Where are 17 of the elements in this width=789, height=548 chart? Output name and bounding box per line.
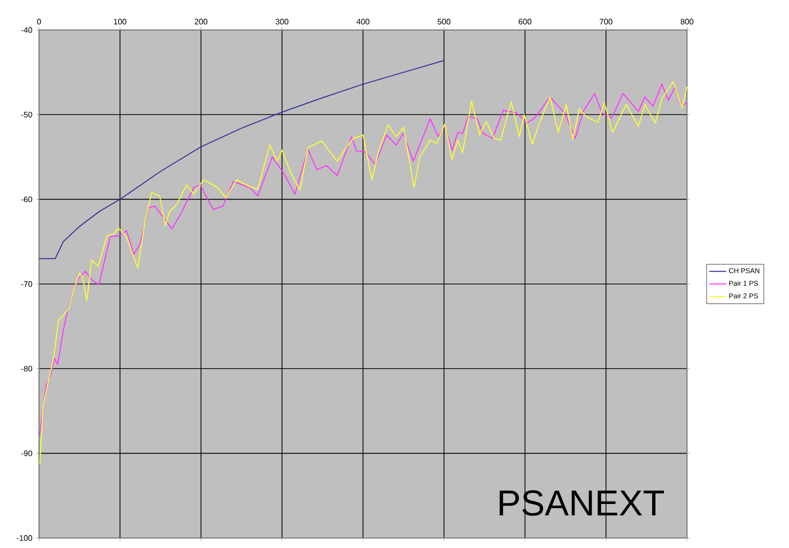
x-tick-label: 100	[114, 18, 126, 24]
x-tick-label: 800	[680, 18, 694, 24]
x-tick-label: 700	[600, 18, 612, 24]
y-tick-label: -80	[21, 366, 32, 372]
x-tick-label: 400	[356, 18, 370, 24]
x-tick-label: 200	[194, 18, 208, 24]
x-tick-label: 500	[438, 18, 450, 24]
y-tick-label: -100	[16, 535, 32, 541]
y-tick-label: -60	[21, 196, 32, 202]
y-tick-label: -40	[21, 27, 32, 33]
y-tick-label: -50	[21, 112, 32, 118]
x-tick-label: 300	[276, 18, 288, 24]
y-tick-label: -70	[21, 281, 32, 287]
y-tick-label: -90	[21, 450, 32, 456]
line-series	[38, 60, 445, 260]
x-tick-label: 600	[518, 18, 532, 24]
x-tick-label: 0	[37, 18, 41, 24]
